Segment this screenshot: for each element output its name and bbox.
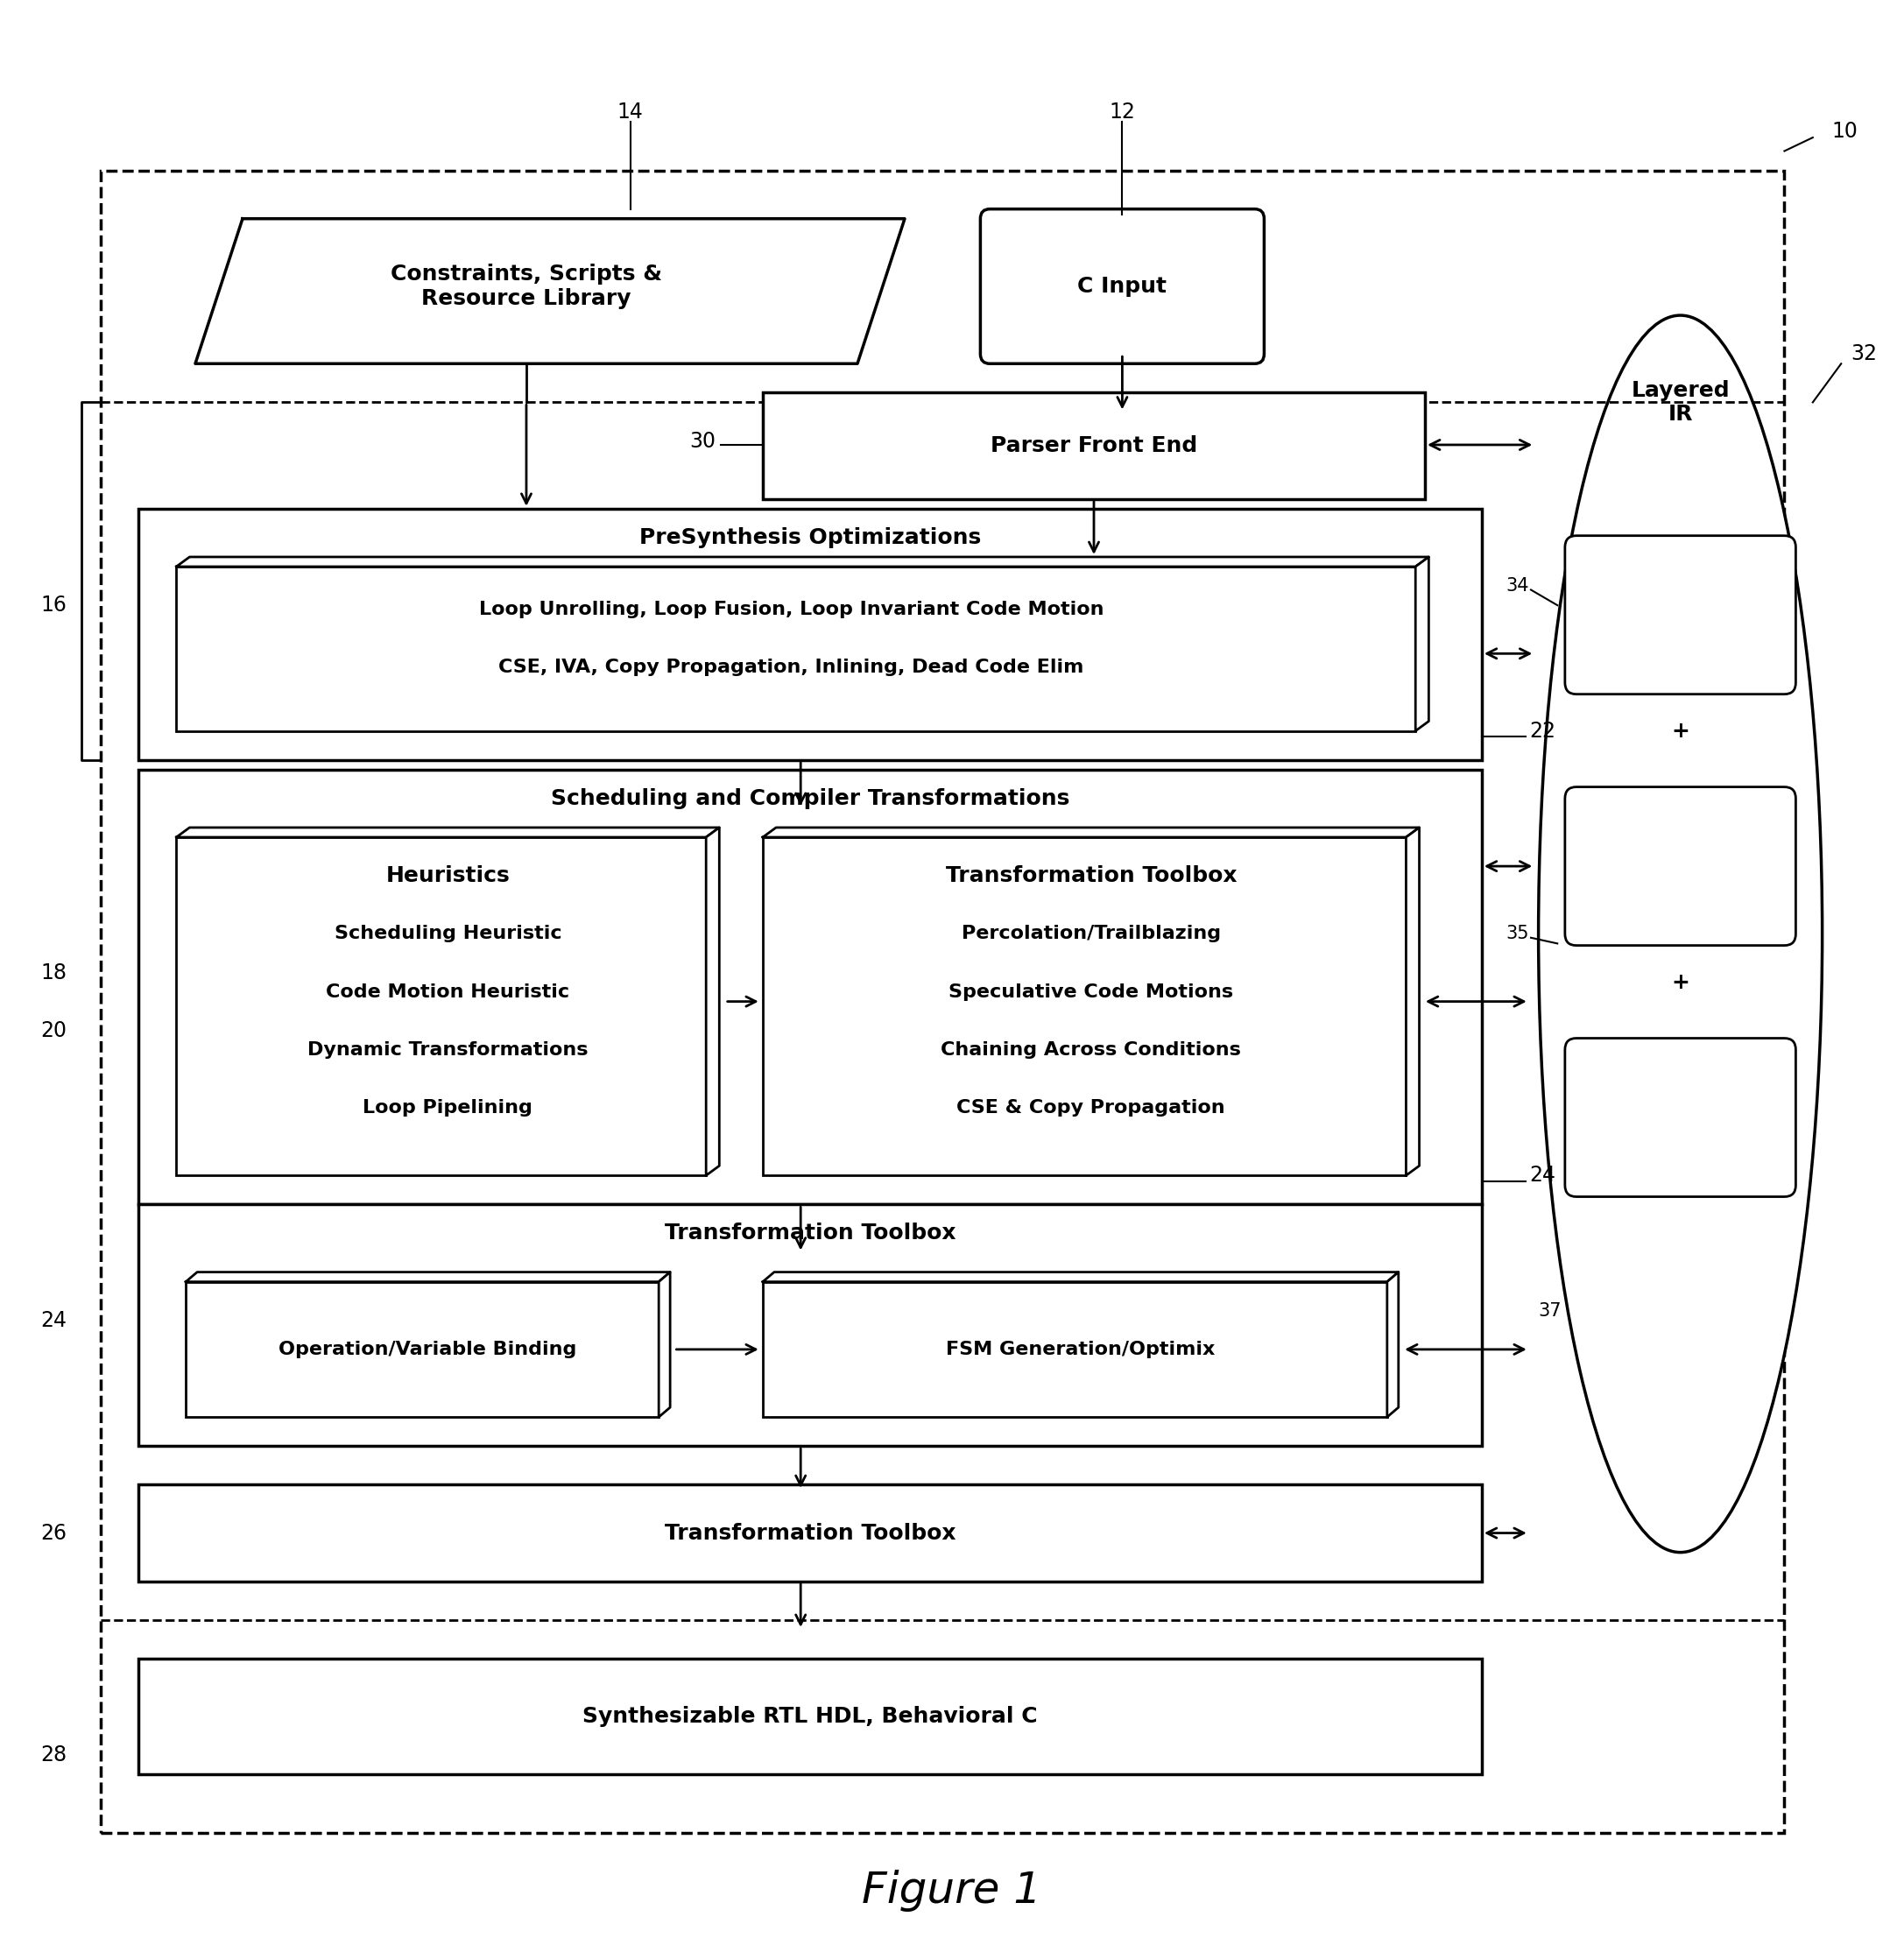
- Polygon shape: [659, 1272, 670, 1418]
- Text: 22: 22: [1529, 720, 1556, 741]
- Bar: [764, 836, 1405, 1175]
- Text: 16: 16: [40, 595, 67, 617]
- Text: 34: 34: [1506, 578, 1529, 595]
- Text: Transformation Toolbox: Transformation Toolbox: [946, 866, 1238, 887]
- Text: 24: 24: [40, 1309, 67, 1330]
- FancyBboxPatch shape: [1565, 788, 1795, 945]
- Text: C Input: C Input: [1078, 276, 1167, 298]
- Text: 32: 32: [1851, 344, 1877, 364]
- Text: 35: 35: [1506, 926, 1529, 943]
- Text: PreSynthesis Optimizations: PreSynthesis Optimizations: [640, 527, 981, 548]
- Text: Figure 1: Figure 1: [863, 1869, 1041, 1912]
- Text: Layered
IR: Layered IR: [1632, 379, 1729, 426]
- Text: Operation/Variable Binding: Operation/Variable Binding: [278, 1340, 577, 1358]
- Bar: [764, 1282, 1388, 1418]
- Text: CSE & Copy Propagation: CSE & Copy Propagation: [958, 1099, 1226, 1116]
- Text: 28: 28: [40, 1745, 67, 1766]
- Text: Percolation/Trailblazing: Percolation/Trailblazing: [962, 926, 1220, 943]
- Text: +: +: [1672, 972, 1689, 992]
- Polygon shape: [1415, 556, 1428, 731]
- Text: Constraints, Scripts &
Resource Library: Constraints, Scripts & Resource Library: [390, 265, 663, 309]
- Bar: [139, 770, 1481, 1204]
- Text: 14: 14: [617, 101, 644, 123]
- Bar: [177, 566, 1415, 731]
- Text: Dynamic Transformations: Dynamic Transformations: [307, 1041, 588, 1058]
- Text: Transformation Toolbox: Transformation Toolbox: [664, 1223, 956, 1245]
- Text: +: +: [1672, 720, 1689, 741]
- Text: Loop Unrolling, Loop Fusion, Loop Invariant Code Motion: Loop Unrolling, Loop Fusion, Loop Invari…: [478, 601, 1104, 619]
- Polygon shape: [196, 218, 904, 364]
- Text: Loop Pipelining: Loop Pipelining: [364, 1099, 533, 1116]
- Text: 18: 18: [40, 963, 67, 982]
- Text: Transformation Toolbox: Transformation Toolbox: [664, 1523, 956, 1544]
- Text: 37: 37: [1538, 1301, 1561, 1319]
- Text: Scheduling and Compiler Transformations: Scheduling and Compiler Transformations: [550, 788, 1070, 809]
- Ellipse shape: [1538, 315, 1822, 1552]
- Text: 20: 20: [40, 1019, 67, 1041]
- FancyBboxPatch shape: [981, 208, 1264, 364]
- Text: 10: 10: [1832, 121, 1858, 142]
- Text: 30: 30: [689, 430, 716, 451]
- Text: 12: 12: [1110, 101, 1135, 123]
- Polygon shape: [187, 1272, 670, 1282]
- Text: 26: 26: [40, 1523, 67, 1544]
- Polygon shape: [177, 556, 1428, 566]
- Bar: [187, 1282, 659, 1418]
- Bar: [139, 1659, 1481, 1774]
- Text: FSM Generation/Optimix: FSM Generation/Optimix: [946, 1340, 1215, 1358]
- Bar: [177, 836, 706, 1175]
- Polygon shape: [764, 827, 1418, 836]
- Text: Synthesizable RTL HDL, Behavioral C: Synthesizable RTL HDL, Behavioral C: [583, 1706, 1038, 1727]
- Text: Data Flow
Graphs: Data Flow Graphs: [1632, 1099, 1729, 1136]
- Text: Control Flow
Graphs: Control Flow Graphs: [1620, 848, 1742, 885]
- Text: Parser Front End: Parser Front End: [990, 436, 1198, 457]
- Polygon shape: [177, 827, 720, 836]
- Text: Code Motion Heuristic: Code Motion Heuristic: [326, 982, 569, 1000]
- FancyBboxPatch shape: [1565, 1039, 1795, 1196]
- Bar: [139, 1484, 1481, 1581]
- Bar: [139, 510, 1481, 760]
- FancyBboxPatch shape: [1565, 535, 1795, 694]
- Polygon shape: [1388, 1272, 1398, 1418]
- Text: Chaining Across Conditions: Chaining Across Conditions: [941, 1041, 1241, 1058]
- Text: Heuristics: Heuristics: [387, 866, 510, 887]
- Text: 24: 24: [1529, 1165, 1556, 1186]
- Polygon shape: [1405, 827, 1418, 1175]
- Bar: [101, 171, 1784, 1832]
- Polygon shape: [764, 1272, 1398, 1282]
- Bar: [764, 393, 1424, 500]
- Polygon shape: [706, 827, 720, 1175]
- Text: Scheduling Heuristic: Scheduling Heuristic: [333, 926, 562, 943]
- Text: Hierarchical
Task Graphs: Hierarchical Task Graphs: [1622, 597, 1738, 632]
- Text: Speculative Code Motions: Speculative Code Motions: [948, 982, 1234, 1000]
- Text: CSE, IVA, Copy Propagation, Inlining, Dead Code Elim: CSE, IVA, Copy Propagation, Inlining, De…: [499, 657, 1083, 675]
- Bar: [139, 1204, 1481, 1445]
